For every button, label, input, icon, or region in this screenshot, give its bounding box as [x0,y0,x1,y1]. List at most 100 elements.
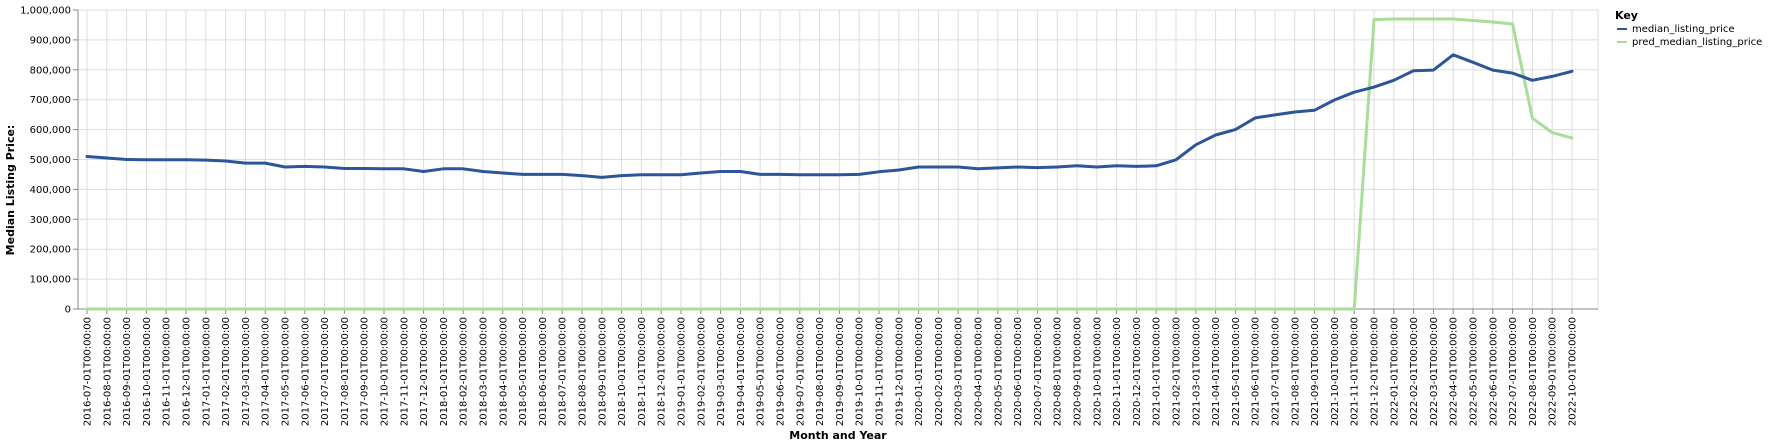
x-tick-label: 2021-11-01T00:00:00 [1350,317,1361,426]
x-tick-label: 2022-07-01T00:00:00 [1508,317,1519,426]
y-tick-label: 800,000 [30,65,71,76]
x-tick-label: 2017-08-01T00:00:00 [340,317,351,426]
x-tick-label: 2020-05-01T00:00:00 [993,317,1004,426]
series-line-median-listing-price [85,53,1574,179]
x-tick-label: 2018-09-01T00:00:00 [597,317,608,426]
x-tick-label: 2020-02-01T00:00:00 [934,317,945,426]
x-tick-label: 2016-12-01T00:00:00 [182,317,193,426]
x-tick-label: 2019-08-01T00:00:00 [815,317,826,426]
x-tick-label: 2019-09-01T00:00:00 [835,317,846,426]
x-axis: 2016-07-01T00:00:00 2016-08-01T00:00:00 20… [78,308,1598,426]
y-tick-label: 400,000 [30,185,71,196]
x-tick-label: 2022-06-01T00:00:00 [1488,317,1499,426]
y-tick-label: 300,000 [30,215,71,226]
x-tick-label: 2022-04-01T00:00:00 [1449,317,1460,426]
x-tick-label: 2021-07-01T00:00:00 [1271,317,1282,426]
series-line-pred-median-listing-price [85,17,1574,311]
y-tick-label: 900,000 [30,35,71,46]
x-tick-label: 2016-11-01T00:00:00 [162,317,173,426]
x-tick-label: 2020-08-01T00:00:00 [1053,317,1064,426]
x-tick-label: 2018-06-01T00:00:00 [538,317,549,426]
x-tick-label: 2017-06-01T00:00:00 [300,317,311,426]
x-tick-label: 2020-04-01T00:00:00 [974,317,985,426]
x-tick-label: 2017-07-01T00:00:00 [320,317,331,426]
x-tick-label: 2019-01-01T00:00:00 [677,317,688,426]
x-tick-label: 2018-02-01T00:00:00 [459,317,470,426]
x-tick-label: 2019-05-01T00:00:00 [756,317,767,426]
x-tick-label: 2021-01-01T00:00:00 [1152,317,1163,426]
x-tick-label: 2021-06-01T00:00:00 [1251,317,1262,426]
x-tick-label: 2017-10-01T00:00:00 [380,317,391,426]
x-tick-label: 2019-02-01T00:00:00 [696,317,707,426]
x-axis-title: Month and Year [789,429,887,442]
y-tick-label: 200,000 [30,245,71,256]
legend-label: median_listing_price [1632,24,1735,35]
x-tick-label: 2016-08-01T00:00:00 [102,317,113,426]
x-tick-label: 2021-05-01T00:00:00 [1231,317,1242,426]
y-tick-label: 600,000 [30,125,71,136]
x-tick-label: 2022-02-01T00:00:00 [1409,317,1420,426]
x-tick-label: 2020-11-01T00:00:00 [1112,317,1123,426]
x-tick-label: 2019-12-01T00:00:00 [894,317,905,426]
x-tick-label: 2021-09-01T00:00:00 [1310,317,1321,426]
x-tick-label: 2018-07-01T00:00:00 [558,317,569,426]
x-tick-label: 2019-06-01T00:00:00 [776,317,787,426]
legend-title: Key [1615,9,1638,22]
x-tick-label: 2020-10-01T00:00:00 [1092,317,1103,426]
y-tick-label: 500,000 [30,155,71,166]
y-tick-label: 700,000 [30,95,71,106]
y-tick-label: 100,000 [30,275,71,286]
x-tick-label: 2022-09-01T00:00:00 [1548,317,1559,426]
x-tick-label: 2017-11-01T00:00:00 [399,317,410,426]
x-tick-label: 2021-10-01T00:00:00 [1330,317,1341,426]
x-tick-label: 2020-12-01T00:00:00 [1132,317,1143,426]
x-tick-label: 2018-01-01T00:00:00 [439,317,450,426]
x-tick-label: 2020-03-01T00:00:00 [954,317,965,426]
x-tick-label: 2020-09-01T00:00:00 [1073,317,1084,426]
x-tick-label: 2016-07-01T00:00:00 [83,317,94,426]
x-tick-label: 2017-12-01T00:00:00 [419,317,430,426]
series-lines [85,17,1574,311]
x-tick-label: 2016-10-01T00:00:00 [142,317,153,426]
x-tick-label: 2022-03-01T00:00:00 [1429,317,1440,426]
x-tick-label: 2022-08-01T00:00:00 [1528,317,1539,426]
legend-label: pred_median_listing_price [1632,37,1762,48]
y-axis-title: Median Listing Price: [4,125,17,256]
x-tick-label: 2018-05-01T00:00:00 [518,317,529,426]
x-tick-label: 2019-04-01T00:00:00 [736,317,747,426]
x-tick-label: 2019-07-01T00:00:00 [795,317,806,426]
x-tick-label: 2017-02-01T00:00:00 [221,317,232,426]
x-tick-label: 2018-12-01T00:00:00 [657,317,668,426]
x-tick-label: 2021-02-01T00:00:00 [1172,317,1183,426]
x-tick-label: 2017-03-01T00:00:00 [241,317,252,426]
x-tick-label: 2018-04-01T00:00:00 [498,317,509,426]
gridlines [77,9,1599,310]
x-tick-label: 2018-10-01T00:00:00 [617,317,628,426]
x-tick-label: 2016-09-01T00:00:00 [122,317,133,426]
x-tick-label: 2017-01-01T00:00:00 [201,317,212,426]
x-tick-label: 2022-01-01T00:00:00 [1389,317,1400,426]
x-tick-label: 2022-10-01T00:00:00 [1568,317,1579,426]
x-tick-label: 2021-03-01T00:00:00 [1191,317,1202,426]
x-tick-label: 2020-07-01T00:00:00 [1033,317,1044,426]
x-tick-label: 2017-04-01T00:00:00 [261,317,272,426]
x-tick-label: 2018-11-01T00:00:00 [637,317,648,426]
legend: Key median_listing_price pred_median_list… [1615,9,1762,48]
x-tick-label: 2020-06-01T00:00:00 [1013,317,1024,426]
y-tick-label: 1,000,000 [20,6,71,17]
x-tick-label: 2017-09-01T00:00:00 [360,317,371,426]
x-tick-label: 2018-08-01T00:00:00 [578,317,589,426]
x-tick-label: 2019-11-01T00:00:00 [875,317,886,426]
y-tick-label: 0 [65,305,71,316]
x-tick-label: 2021-08-01T00:00:00 [1290,317,1301,426]
y-axis: 0 100,000 200,000 300,000 400,000 500,000 600,… [20,6,79,316]
x-tick-label: 2022-05-01T00:00:00 [1469,317,1480,426]
x-tick-label: 2017-05-01T00:00:00 [281,317,292,426]
x-tick-label: 2019-10-01T00:00:00 [855,317,866,426]
x-tick-label: 2018-03-01T00:00:00 [479,317,490,426]
x-tick-label: 2020-01-01T00:00:00 [914,317,925,426]
x-tick-label: 2019-03-01T00:00:00 [716,317,727,426]
x-tick-label: 2021-12-01T00:00:00 [1370,317,1381,426]
x-tick-label: 2021-04-01T00:00:00 [1211,317,1222,426]
